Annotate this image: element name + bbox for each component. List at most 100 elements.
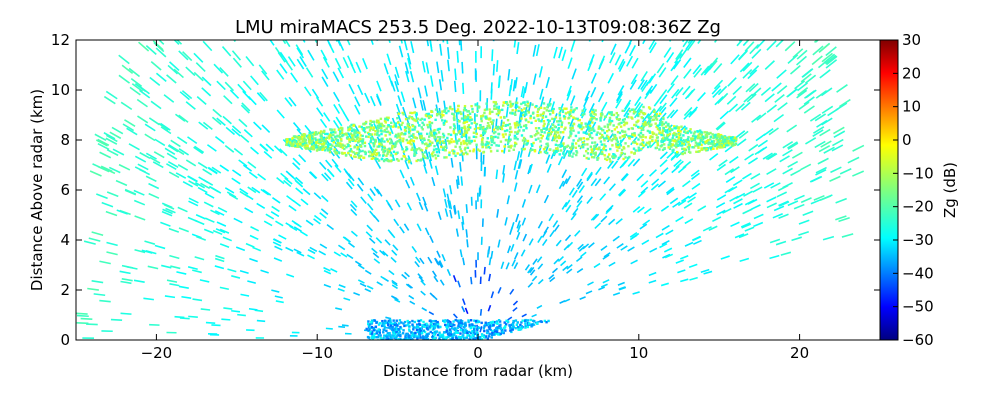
cloud_layer-cell [553,134,556,137]
cloud_layer-cell [306,145,309,148]
cloud_layer-cell [420,126,424,129]
noise-streak [370,40,374,45]
noise-streak [612,292,621,296]
noise-streak [280,172,289,181]
noise-streak [536,304,543,309]
noise-streak [535,44,540,57]
cloud_layer-cell [705,133,708,137]
noise-streak [369,188,376,197]
cloud_layer-cell [585,132,588,135]
noise-streak [802,210,814,217]
noise-streak [512,80,516,92]
noise-streak [500,261,505,269]
cloud_layer-cell [380,142,383,145]
noise-streak [522,233,528,242]
noise-streak [394,74,400,86]
noise-streak [593,262,601,269]
noise-streak [221,24,229,34]
noise-streak [768,127,779,136]
cloud_layer-cell [593,129,596,132]
cloud_layer-cell [372,157,375,160]
cloud_layer-cell [531,103,534,106]
noise-streak [134,155,147,163]
cloud_layer-cell [466,152,469,156]
cloud_layer-cell [495,106,499,109]
cloud_layer-cell [546,103,550,106]
noise-streak [766,40,777,51]
cloud_layer-cell [378,154,381,157]
noise-streak [605,205,613,213]
cloud_layer-cell [576,117,579,121]
noise-streak [771,82,782,92]
noise-streak [387,202,394,211]
cloud_layer-cell [728,142,732,145]
cloud_layer-cell [560,123,563,126]
noise-streak [649,169,657,177]
near_surface_echo-cell [493,320,496,324]
cloud_layer-cell [481,145,484,148]
cloud_layer-cell [394,122,398,125]
cloud_layer-cell [460,142,463,146]
cloud_layer-cell [603,137,606,140]
noise-streak [210,209,220,216]
cloud_layer-cell [567,121,571,125]
cloud_layer-cell [703,146,706,150]
cloud_layer-cell [316,144,320,148]
cloud_layer-cell [433,144,436,148]
cloud_layer-cell [701,135,705,138]
noise-streak [516,42,520,55]
cloud_layer-cell [452,131,456,135]
cloud_layer-cell [698,132,702,136]
cloud_layer-cell [463,141,466,145]
cloud_layer-cell [636,120,639,123]
cloud_layer-cell [599,140,603,143]
near_surface_echo-cell [532,323,536,326]
cloud_layer-cell [425,114,428,118]
cloud_layer-cell [660,121,663,125]
cloud_layer-cell [720,143,723,147]
noise-streak [805,137,817,145]
noise-streak [545,76,550,89]
cloud_layer-cell [623,117,627,121]
noise-streak [214,257,225,263]
near_surface_echo-cell [526,325,530,329]
noise-streak [313,214,322,222]
cloud_layer-cell [593,145,596,148]
noise-streak [416,223,422,232]
noise-streak [507,316,513,321]
cloud_layer-cell [648,140,651,144]
noise-streak [531,313,537,318]
noise-streak [394,298,401,303]
noise-streak [744,199,755,206]
noise-streak [145,152,157,160]
cloud_layer-cell [399,141,402,145]
noise-streak [764,60,775,70]
cloud_layer-cell [519,125,523,129]
noise-streak [819,128,831,137]
noise-streak [265,143,275,152]
cloud_layer-cell [709,135,712,139]
noise-streak [227,268,237,273]
noise-streak [658,102,667,112]
cloud_layer-cell [369,136,373,140]
cloud_layer-cell [488,124,491,127]
noise-streak [801,19,811,29]
cloud_layer-cell [705,135,708,139]
cloud_layer-cell [359,137,362,140]
cloud_layer-cell [339,142,342,145]
noise-streak [368,0,372,2]
noise-streak [548,274,555,280]
cloud_layer-cell [523,107,526,110]
cloud_layer-cell [559,149,563,152]
noise-streak [388,269,395,276]
cloud_layer-cell [560,144,564,148]
noise-streak [284,177,293,185]
cloud_layer-cell [434,118,437,122]
noise-streak [566,85,572,97]
cloud_layer-cell [372,153,376,156]
cloud_layer-cell [389,142,392,145]
cloud_layer-cell [549,102,552,106]
cloud_layer-cell [348,144,352,148]
noise-streak [304,86,312,97]
noise-streak [145,44,157,56]
